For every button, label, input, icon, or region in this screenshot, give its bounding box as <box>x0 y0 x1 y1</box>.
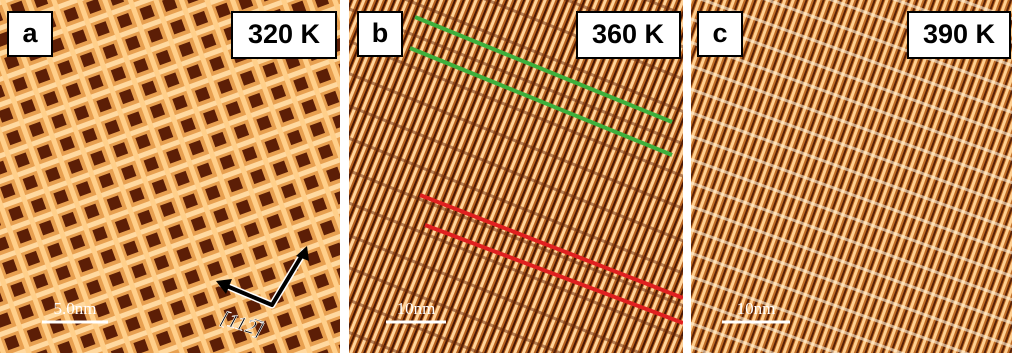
panel-label: b <box>372 18 389 48</box>
scale-label: 10nm <box>737 299 776 318</box>
temperature: 390 K <box>923 19 996 49</box>
scale-label: 10nm <box>397 299 436 318</box>
temperature: 320 K <box>248 19 321 49</box>
temperature: 360 K <box>592 19 665 49</box>
figure: a 320 K [112̅] 5.0nm b 360 K 10nm c 390 … <box>0 0 1012 353</box>
scale-label: 5.0nm <box>54 299 97 318</box>
panel-label: c <box>712 18 727 48</box>
panel-label: a <box>22 18 38 48</box>
